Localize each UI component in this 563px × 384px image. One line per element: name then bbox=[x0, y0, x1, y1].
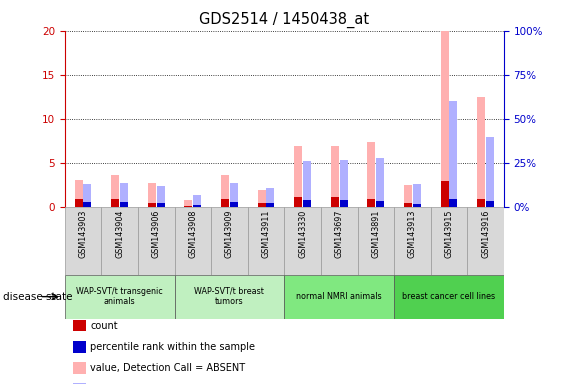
Bar bbox=[394, 275, 504, 319]
Text: GSM143330: GSM143330 bbox=[298, 209, 307, 258]
Bar bbox=[331, 197, 339, 207]
Bar bbox=[404, 203, 412, 207]
Bar bbox=[284, 207, 321, 275]
Bar bbox=[65, 207, 101, 275]
Bar bbox=[157, 186, 164, 207]
Bar bbox=[331, 146, 339, 207]
Bar bbox=[101, 207, 138, 275]
Text: GSM143904: GSM143904 bbox=[115, 209, 124, 258]
Text: GSM143906: GSM143906 bbox=[152, 209, 160, 258]
Bar bbox=[449, 199, 457, 207]
Bar bbox=[221, 199, 229, 207]
Text: count: count bbox=[90, 321, 118, 331]
Text: GSM143903: GSM143903 bbox=[79, 209, 87, 258]
Bar bbox=[65, 275, 175, 319]
Bar bbox=[120, 183, 128, 207]
Text: percentile rank within the sample: percentile rank within the sample bbox=[90, 342, 255, 352]
Bar bbox=[248, 207, 284, 275]
Bar bbox=[83, 202, 91, 207]
Bar bbox=[148, 183, 156, 207]
Bar bbox=[185, 205, 193, 207]
Text: GSM143913: GSM143913 bbox=[408, 209, 417, 258]
Bar bbox=[221, 175, 229, 207]
Bar bbox=[358, 207, 394, 275]
Bar bbox=[486, 137, 494, 207]
Bar bbox=[230, 202, 238, 207]
Bar bbox=[303, 200, 311, 207]
Text: WAP-SVT/t breast
tumors: WAP-SVT/t breast tumors bbox=[194, 287, 265, 306]
Bar bbox=[477, 97, 485, 207]
Bar bbox=[368, 142, 376, 207]
Bar bbox=[75, 180, 83, 207]
Text: GSM143909: GSM143909 bbox=[225, 209, 234, 258]
Text: GSM143891: GSM143891 bbox=[372, 209, 380, 258]
Bar bbox=[303, 161, 311, 207]
Bar bbox=[266, 203, 274, 207]
Bar bbox=[294, 197, 302, 207]
Bar bbox=[175, 207, 211, 275]
Bar bbox=[321, 207, 358, 275]
Bar bbox=[404, 185, 412, 207]
Bar bbox=[157, 203, 164, 207]
Bar bbox=[376, 158, 384, 207]
Bar bbox=[413, 204, 421, 207]
Text: disease state: disease state bbox=[3, 291, 72, 302]
Text: normal NMRI animals: normal NMRI animals bbox=[296, 292, 382, 301]
Bar bbox=[284, 275, 394, 319]
Bar bbox=[211, 207, 248, 275]
Bar bbox=[175, 275, 284, 319]
Text: value, Detection Call = ABSENT: value, Detection Call = ABSENT bbox=[90, 363, 245, 373]
Bar bbox=[120, 202, 128, 207]
Bar bbox=[486, 201, 494, 207]
Bar bbox=[138, 207, 175, 275]
Bar bbox=[294, 146, 302, 207]
Bar bbox=[376, 201, 384, 207]
Bar bbox=[230, 183, 238, 207]
Bar bbox=[193, 195, 201, 207]
Bar bbox=[477, 199, 485, 207]
Bar bbox=[148, 203, 156, 207]
Bar bbox=[368, 199, 376, 207]
Bar bbox=[339, 200, 347, 207]
Text: GSM143916: GSM143916 bbox=[481, 209, 490, 258]
Text: GSM143911: GSM143911 bbox=[262, 209, 270, 258]
Bar bbox=[467, 207, 504, 275]
Bar bbox=[111, 175, 119, 207]
Bar bbox=[431, 207, 467, 275]
Bar bbox=[266, 188, 274, 207]
Bar bbox=[185, 200, 193, 207]
Bar bbox=[441, 181, 449, 207]
Bar bbox=[394, 207, 431, 275]
Bar bbox=[193, 205, 201, 207]
Text: GSM143915: GSM143915 bbox=[445, 209, 453, 258]
Text: GDS2514 / 1450438_at: GDS2514 / 1450438_at bbox=[199, 12, 369, 28]
Text: WAP-SVT/t transgenic
animals: WAP-SVT/t transgenic animals bbox=[76, 287, 163, 306]
Text: GSM143697: GSM143697 bbox=[335, 209, 343, 258]
Bar bbox=[258, 203, 266, 207]
Text: GSM143908: GSM143908 bbox=[189, 209, 197, 258]
Bar bbox=[111, 199, 119, 207]
Bar bbox=[441, 31, 449, 207]
Bar bbox=[413, 184, 421, 207]
Bar bbox=[449, 101, 457, 207]
Bar bbox=[75, 199, 83, 207]
Text: breast cancer cell lines: breast cancer cell lines bbox=[403, 292, 495, 301]
Bar bbox=[339, 160, 347, 207]
Bar bbox=[258, 190, 266, 207]
Bar bbox=[83, 184, 91, 207]
